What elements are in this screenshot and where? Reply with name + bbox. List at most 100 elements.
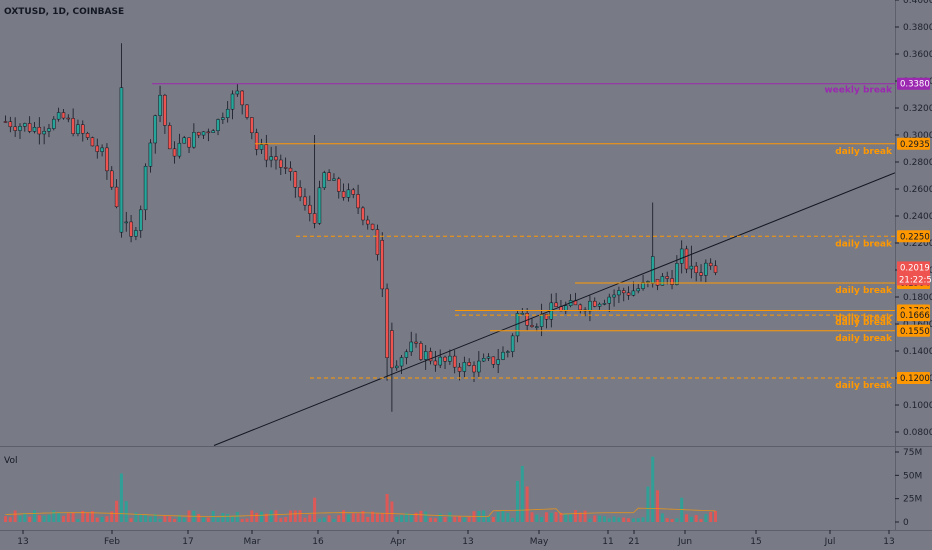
candle-body bbox=[250, 117, 254, 134]
volume-bar bbox=[163, 515, 167, 522]
candle-body bbox=[491, 356, 496, 365]
volume-bar bbox=[129, 518, 133, 522]
time-tick-label: 16 bbox=[312, 537, 324, 547]
time-tick-label: Feb bbox=[104, 537, 120, 547]
candle-body bbox=[85, 133, 90, 138]
candle-body bbox=[399, 357, 404, 367]
volume-bar bbox=[197, 514, 201, 522]
candle-body bbox=[216, 119, 220, 132]
volume-bar bbox=[144, 514, 148, 522]
volume-tick-label: 50M bbox=[903, 471, 922, 481]
candle-body bbox=[259, 144, 264, 150]
volume-bar bbox=[496, 512, 500, 522]
symbol-title: OXTUSD, 1D, COINBASE bbox=[4, 7, 124, 17]
candle-body bbox=[225, 108, 230, 118]
volume-bar bbox=[13, 510, 17, 522]
candle-body bbox=[81, 124, 85, 134]
candle-body bbox=[366, 219, 370, 225]
candle-body bbox=[438, 356, 442, 366]
candle-body bbox=[631, 290, 636, 296]
candle-body bbox=[182, 137, 186, 144]
candle-body bbox=[8, 121, 13, 128]
candle-body bbox=[607, 296, 611, 304]
last-price-label: 0.2019 bbox=[900, 263, 930, 273]
price-tick-label: 0.1400 bbox=[903, 347, 932, 357]
candle-body bbox=[230, 93, 235, 110]
volume-bar bbox=[288, 510, 292, 522]
time-tick-label: 13 bbox=[883, 537, 894, 547]
level-price-label: 0.2250 bbox=[900, 232, 930, 242]
level-note: daily break bbox=[835, 314, 893, 324]
level-note: daily break bbox=[835, 381, 893, 391]
volume-bar bbox=[569, 514, 573, 522]
level-price-label: 0.1200 bbox=[900, 374, 930, 384]
candle-body bbox=[42, 130, 46, 135]
level-note: daily break bbox=[835, 318, 893, 328]
volume-bar bbox=[607, 518, 611, 522]
candle-body bbox=[370, 223, 375, 230]
volume-bar bbox=[583, 510, 587, 522]
candle-body bbox=[520, 313, 525, 315]
candle-body bbox=[496, 359, 500, 365]
volume-bar bbox=[627, 518, 631, 522]
candle-body bbox=[428, 351, 433, 362]
level-price-tag bbox=[897, 324, 930, 337]
candle-body bbox=[394, 365, 399, 369]
volume-bar bbox=[462, 517, 466, 522]
volume-bar bbox=[699, 519, 703, 522]
volume-pane[interactable] bbox=[4, 456, 718, 522]
candle-body bbox=[351, 189, 356, 195]
volume-bar bbox=[32, 510, 36, 522]
candle-body bbox=[110, 170, 114, 188]
time-tick-label: 15 bbox=[750, 537, 761, 547]
candle-body bbox=[274, 156, 278, 161]
volume-bar bbox=[467, 516, 471, 522]
volume-bar bbox=[573, 510, 577, 522]
candle-body bbox=[283, 167, 288, 169]
candle-body bbox=[448, 355, 452, 362]
candle-body bbox=[332, 178, 336, 181]
candle-body bbox=[675, 263, 679, 285]
candle-body bbox=[196, 132, 201, 136]
volume-bar bbox=[511, 517, 515, 522]
candle-body bbox=[177, 142, 182, 157]
volume-bar bbox=[714, 510, 718, 522]
level-price-label: 0.1666 bbox=[900, 311, 930, 321]
level-note: daily break bbox=[835, 147, 893, 157]
candle-body bbox=[646, 281, 650, 283]
candle-body bbox=[472, 365, 476, 373]
candle-body bbox=[641, 282, 645, 289]
volume-bar bbox=[458, 516, 462, 522]
volume-bar bbox=[656, 490, 660, 522]
volume-tick-label: 0 bbox=[903, 518, 909, 528]
volume-bar bbox=[356, 513, 360, 522]
volume-bar bbox=[57, 512, 61, 522]
candle-body bbox=[240, 90, 244, 106]
candle-body bbox=[694, 265, 698, 273]
volume-bar bbox=[535, 514, 539, 522]
volume-bar bbox=[134, 512, 138, 522]
trendline[interactable] bbox=[213, 172, 896, 446]
volume-bar bbox=[617, 517, 621, 522]
candle-body bbox=[708, 262, 713, 267]
volume-bar bbox=[226, 513, 230, 522]
volume-bar bbox=[158, 518, 162, 522]
volume-bar bbox=[593, 515, 597, 522]
time-tick-label: Jul bbox=[824, 537, 836, 547]
volume-bar bbox=[342, 510, 346, 522]
level-note: daily break bbox=[835, 334, 893, 344]
candle-body bbox=[530, 325, 534, 327]
volume-bar bbox=[274, 510, 278, 522]
candle-body bbox=[655, 279, 660, 286]
level-price-tag bbox=[897, 309, 930, 322]
price-tick-label: 0.3800 bbox=[903, 23, 932, 33]
volume-ma-line bbox=[5, 507, 716, 517]
volume-bar bbox=[71, 512, 75, 522]
level-price-label: 0.3380 bbox=[900, 80, 930, 90]
candle-body bbox=[95, 145, 100, 152]
candle-body bbox=[288, 167, 293, 172]
candle-body bbox=[443, 356, 447, 362]
candle-body bbox=[254, 132, 259, 150]
candle-body bbox=[119, 87, 124, 233]
